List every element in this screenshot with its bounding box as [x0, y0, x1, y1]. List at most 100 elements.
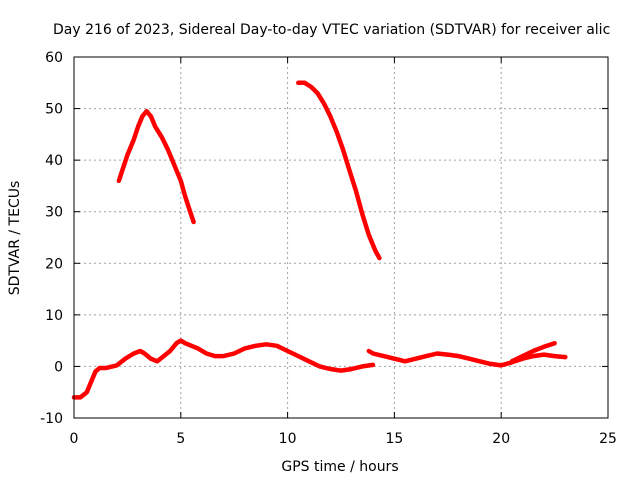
- data-point: [424, 354, 429, 358]
- data-point: [542, 345, 546, 349]
- x-axis-label: GPS time / hours: [281, 459, 398, 475]
- data-point: [347, 168, 352, 173]
- data-point: [328, 114, 332, 118]
- data-point: [542, 352, 546, 357]
- data-point: [104, 366, 108, 370]
- data-point: [125, 153, 129, 157]
- data-point: [303, 81, 307, 85]
- data-point: [221, 354, 226, 358]
- data-point: [149, 357, 153, 361]
- data-point: [478, 359, 482, 363]
- data-point: [360, 364, 364, 369]
- data-point: [377, 256, 382, 260]
- x-tick-label: 15: [385, 431, 403, 447]
- series-baseline-track-1: [71, 338, 376, 400]
- data-point: [499, 363, 503, 367]
- plot-frame: [73, 56, 609, 419]
- data-point: [446, 352, 450, 357]
- data-point: [232, 351, 236, 356]
- data-point: [132, 137, 136, 142]
- data-point: [183, 194, 187, 198]
- data-point: [123, 357, 127, 361]
- data-point: [213, 354, 217, 358]
- data-point: [435, 351, 439, 356]
- data-point: [467, 357, 471, 361]
- grid: [74, 57, 608, 418]
- data-point: [117, 179, 121, 183]
- data-point: [168, 349, 172, 353]
- data-point: [243, 346, 247, 350]
- data-point: [136, 125, 140, 129]
- x-tick-label: 20: [492, 431, 510, 447]
- data-point: [155, 359, 159, 363]
- data-point: [286, 349, 290, 353]
- series-layer: [71, 80, 568, 400]
- y-axis-label: SDTVAR / TECUs: [7, 181, 23, 296]
- data-point: [138, 349, 142, 353]
- data-point: [132, 351, 136, 356]
- data-point: [275, 344, 279, 348]
- data-point: [189, 344, 194, 348]
- data-point: [563, 355, 567, 359]
- data-point: [264, 342, 268, 346]
- data-point: [520, 354, 525, 358]
- data-point: [328, 367, 332, 371]
- data-point: [367, 233, 371, 237]
- data-point: [98, 366, 102, 370]
- data-point: [172, 163, 176, 167]
- series-arc-1: [116, 108, 196, 225]
- data-point: [456, 354, 461, 358]
- data-point: [350, 367, 354, 371]
- chart-title: Day 216 of 2023, Sidereal Day-to-day VTE…: [53, 22, 610, 38]
- data-point: [192, 220, 196, 224]
- y-tick-label: 20: [45, 256, 63, 272]
- y-tick-label: 10: [45, 308, 63, 324]
- data-point: [179, 339, 183, 343]
- data-point: [335, 130, 339, 134]
- y-tick-label: 0: [54, 359, 63, 375]
- data-point: [142, 351, 147, 356]
- data-point: [382, 354, 386, 358]
- data-point: [145, 109, 149, 113]
- x-tick-label: 25: [599, 431, 617, 447]
- data-point: [392, 357, 396, 361]
- data-point: [553, 354, 557, 358]
- data-point: [149, 114, 153, 118]
- data-point: [93, 369, 97, 374]
- data-point: [488, 362, 493, 366]
- ticks: 0 5 10 15 20 25 -10 0 10 20 30 40 50 60: [40, 50, 617, 447]
- data-point: [373, 248, 377, 252]
- data-point: [253, 344, 258, 348]
- data-point: [510, 359, 514, 363]
- series-baseline-track-2: [366, 348, 568, 368]
- data-point: [307, 359, 311, 363]
- data-point: [371, 363, 375, 367]
- y-tick-label: -10: [40, 411, 63, 427]
- data-point: [166, 148, 170, 152]
- y-tick-label: 40: [45, 153, 63, 169]
- data-point: [78, 395, 83, 399]
- data-point: [367, 349, 371, 353]
- data-point: [318, 364, 322, 369]
- data-point: [179, 179, 183, 183]
- data-point: [115, 363, 119, 367]
- data-point: [403, 359, 407, 363]
- data-point: [89, 380, 93, 384]
- data-point: [341, 148, 345, 152]
- data-point: [204, 351, 209, 356]
- data-point: [296, 354, 300, 358]
- data-point: [159, 135, 164, 139]
- data-point: [140, 114, 144, 118]
- y-tick-label: 50: [45, 102, 63, 118]
- x-tick-label: 10: [279, 431, 297, 447]
- data-point: [121, 166, 125, 170]
- data-point: [309, 85, 313, 89]
- data-point: [162, 354, 166, 358]
- y-tick-label: 30: [45, 205, 63, 221]
- data-point: [85, 390, 89, 394]
- x-tick-label: 0: [70, 431, 79, 447]
- data-point: [322, 101, 326, 106]
- series-arc-2: [296, 80, 382, 261]
- data-point: [360, 212, 364, 216]
